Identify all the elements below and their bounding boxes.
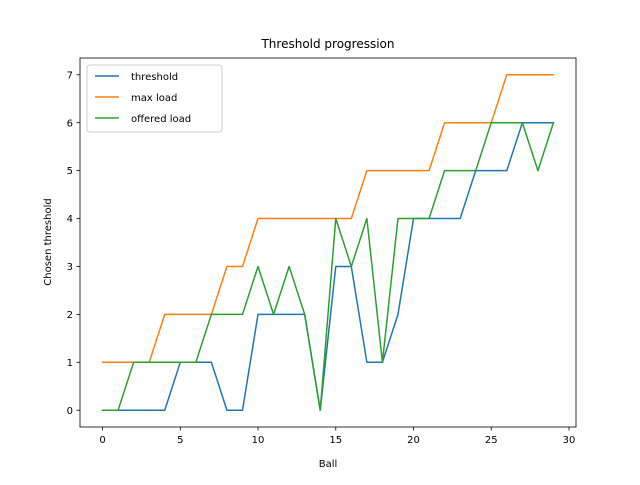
legend-label-offered-load: offered load xyxy=(131,114,191,125)
series-line-threshold xyxy=(101,121,555,411)
legend-frame xyxy=(86,64,223,133)
legend-entry-threshold: threshold xyxy=(95,72,178,83)
x-tick-label: 5 xyxy=(177,435,183,446)
x-axis-label: Ball xyxy=(319,459,338,470)
x-tick-label: 25 xyxy=(485,435,498,446)
series-line-max-load xyxy=(101,74,555,364)
y-tick-label: 3 xyxy=(67,262,73,273)
legend: threshold max load offered load xyxy=(86,64,223,133)
legend-label-threshold: threshold xyxy=(131,72,178,83)
series-layer xyxy=(101,74,555,411)
axes-layer: 0 5 10 15 20 25 30 0 1 2 3 4 5 6 7 xyxy=(67,57,577,446)
plot-frame xyxy=(79,57,577,428)
series-line-offered-load xyxy=(101,121,555,411)
x-tick-label: 20 xyxy=(407,435,420,446)
x-tick-label: 10 xyxy=(252,435,265,446)
y-tick-label: 5 xyxy=(67,166,73,177)
y-tick-label: 4 xyxy=(67,214,73,225)
legend-entry-max-load: max load xyxy=(95,93,177,104)
y-axis-label: Chosen threshold xyxy=(43,198,54,285)
legend-entry-offered-load: offered load xyxy=(95,114,191,125)
x-tick-label: 0 xyxy=(99,435,105,446)
y-tick-label: 6 xyxy=(67,118,73,129)
legend-label-max-load: max load xyxy=(131,93,177,104)
y-tick-label: 0 xyxy=(67,406,73,417)
chart-title: Threshold progression xyxy=(260,37,394,51)
y-tick-label: 7 xyxy=(67,70,73,81)
x-tick-label: 30 xyxy=(563,435,576,446)
y-tick-label: 2 xyxy=(67,310,73,321)
x-tick-label: 15 xyxy=(329,435,342,446)
y-tick-label: 1 xyxy=(67,358,73,369)
